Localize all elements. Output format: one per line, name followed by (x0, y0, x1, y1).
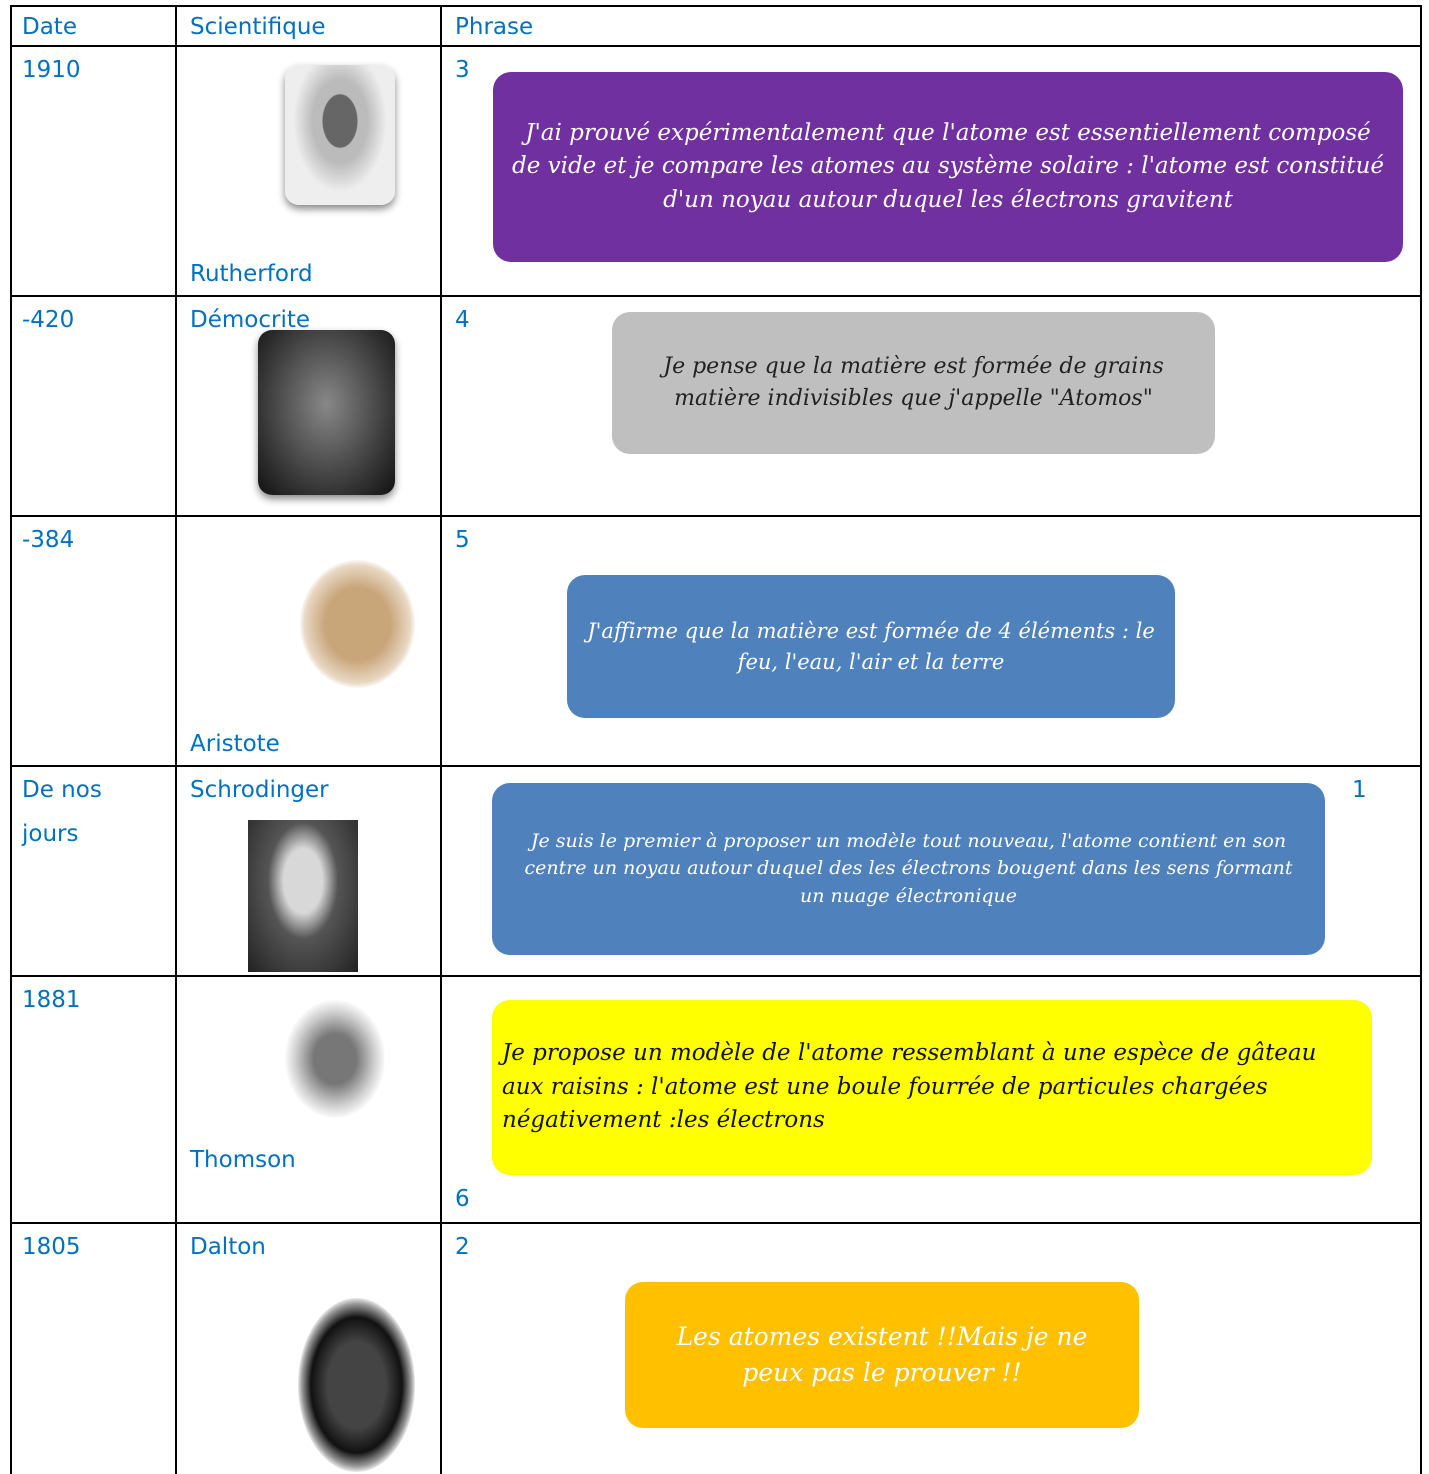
phrase-bubble: Je suis le premier à proposer un modèle … (492, 783, 1325, 955)
border (10, 515, 1422, 517)
number: 3 (455, 57, 470, 83)
scientist: Aristote (190, 731, 280, 757)
border (10, 975, 1422, 977)
date: De nos jours (22, 777, 102, 847)
number: 4 (455, 307, 470, 333)
scientist: Thomson (190, 1147, 296, 1173)
phrase-bubble: Les atomes existent !!Mais je ne peux pa… (625, 1282, 1139, 1428)
number: 5 (455, 527, 470, 553)
border (10, 5, 1422, 7)
phrase-bubble: J'ai prouvé expérimentalement que l'atom… (493, 72, 1403, 262)
phrase-bubble: Je propose un modèle de l'atome ressembl… (492, 1000, 1372, 1175)
date: -420 (22, 307, 75, 333)
header-cell: Date (22, 14, 77, 40)
scientist: Rutherford (190, 261, 313, 287)
border (1420, 5, 1422, 1474)
scientist: Dalton (190, 1234, 266, 1260)
portrait (285, 1000, 385, 1118)
portrait (258, 330, 395, 495)
date: 1881 (22, 987, 81, 1013)
number: 6 (455, 1186, 470, 1212)
border (10, 5, 12, 1474)
number: 1 (1352, 777, 1367, 803)
border (175, 5, 177, 1474)
phrase-bubble: J'affirme que la matière est formée de 4… (567, 575, 1175, 718)
date: 1910 (22, 57, 81, 83)
border (10, 45, 1422, 47)
number: 2 (455, 1234, 470, 1260)
date: -384 (22, 527, 75, 553)
border (440, 5, 442, 1474)
border (10, 1222, 1422, 1224)
scientist: Démocrite (190, 307, 310, 333)
header-cell: Phrase (455, 14, 534, 40)
phrase-bubble: Je pense que la matière est formée de gr… (612, 312, 1215, 454)
portrait (248, 820, 358, 972)
portrait (298, 1298, 415, 1472)
border (10, 765, 1422, 767)
date: 1805 (22, 1234, 81, 1260)
portrait (285, 65, 395, 205)
border (10, 295, 1422, 297)
portrait (300, 560, 415, 688)
scientist: Schrodinger (190, 777, 329, 803)
header-cell: Scientifique (190, 14, 326, 40)
